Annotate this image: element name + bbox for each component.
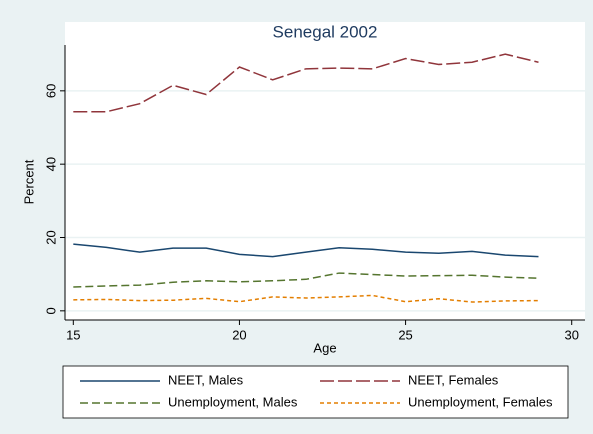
y-tick-label: 20 (43, 230, 58, 244)
legend-label: Unemployment, Males (168, 394, 298, 409)
y-tick-label: 40 (43, 157, 58, 171)
legend-label: NEET, Females (408, 372, 499, 387)
legend-label: Unemployment, Females (408, 394, 553, 409)
y-tick-label: 0 (43, 307, 58, 314)
x-tick-label: 30 (564, 327, 578, 342)
series-line (73, 272, 539, 288)
chart-title: Senegal 2002 (273, 22, 378, 41)
x-tick-label: 15 (66, 327, 80, 342)
x-axis-label: Age (313, 340, 336, 355)
x-tick-label: 20 (232, 327, 246, 342)
plot-area (65, 22, 585, 320)
y-tick-label: 60 (43, 84, 58, 98)
x-tick-label: 25 (398, 327, 412, 342)
legend (62, 365, 569, 419)
series-line (73, 53, 539, 113)
series-line (73, 243, 539, 258)
y-axis-label: Percent (21, 159, 36, 204)
legend-label: NEET, Males (168, 372, 244, 387)
series-line (73, 294, 539, 303)
